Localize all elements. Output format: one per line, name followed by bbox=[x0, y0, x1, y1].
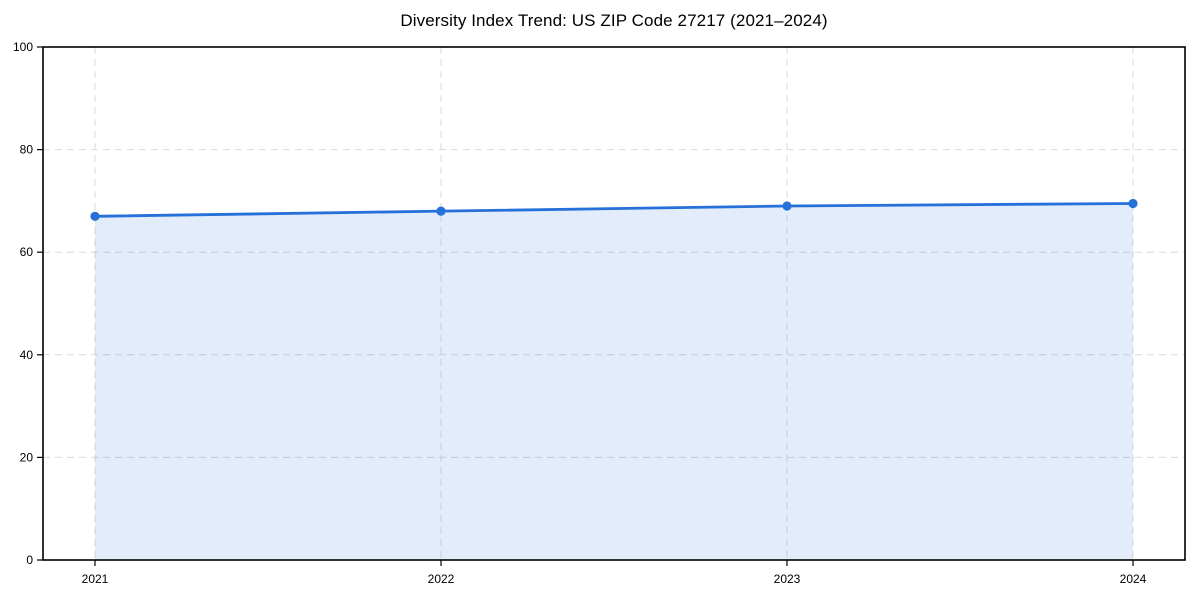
x-tick-label-2022: 2022 bbox=[428, 572, 455, 586]
data-point-2023 bbox=[782, 201, 792, 211]
x-tick-label-2023: 2023 bbox=[774, 572, 801, 586]
trend-line bbox=[93, 202, 1135, 218]
chart-title: Diversity Index Trend: US ZIP Code 27217… bbox=[400, 11, 828, 30]
y-tick-label-100: 100 bbox=[13, 40, 33, 54]
data-point-2024 bbox=[1128, 198, 1138, 209]
y-tick-label-60: 60 bbox=[20, 245, 34, 259]
data-point-2021 bbox=[90, 211, 100, 221]
x-tick-label-2024: 2024 bbox=[1120, 572, 1147, 586]
y-tick-label-0: 0 bbox=[26, 553, 33, 567]
area-fill bbox=[95, 203, 1133, 560]
y-tick-label-80: 80 bbox=[20, 143, 34, 157]
x-tick-label-2021: 2021 bbox=[82, 572, 109, 586]
data-point-2022 bbox=[436, 206, 446, 216]
y-tick-label-20: 20 bbox=[20, 450, 34, 464]
plot-frame bbox=[42, 46, 1186, 561]
y-tick-label-40: 40 bbox=[20, 348, 34, 362]
